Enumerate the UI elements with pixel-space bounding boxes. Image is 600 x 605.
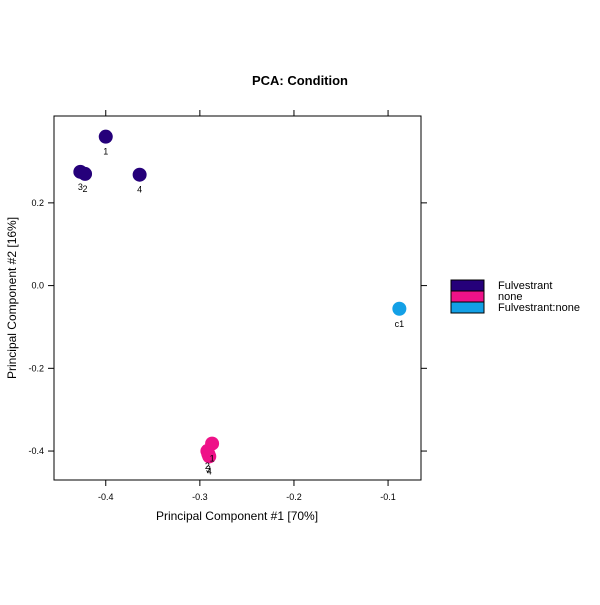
legend-label: Fulvestrant:none	[498, 302, 580, 314]
x-tick-label: -0.4	[98, 492, 114, 502]
data-point	[132, 167, 147, 182]
legend-label: Fulvestrant	[498, 280, 552, 292]
point-label: 4	[137, 185, 142, 195]
point-label: 4	[207, 466, 212, 476]
x-axis: -0.4 -0.3 -0.2 -0.1	[98, 110, 396, 502]
x-tick-label: -0.3	[192, 492, 208, 502]
legend-swatch	[450, 279, 485, 292]
x-tick-label: -0.1	[380, 492, 396, 502]
legend-swatch	[450, 290, 485, 303]
point-label: c1	[395, 319, 405, 329]
point-label: 2	[83, 184, 88, 194]
points-layer	[73, 129, 407, 464]
x-axis-label: Principal Component #1 [70%]	[156, 509, 318, 523]
y-axis-label: Principal Component #2 [16%]	[5, 217, 19, 379]
y-tick-label: -0.4	[28, 446, 44, 456]
point-label: 1	[103, 147, 108, 157]
y-tick-label: -0.2	[28, 363, 44, 373]
legend-label: none	[498, 291, 522, 303]
point-label: 3	[206, 464, 211, 474]
y-tick-label: 0.2	[31, 198, 44, 208]
plot-frame	[53, 115, 422, 481]
data-point	[202, 449, 217, 464]
point-label: 3	[78, 182, 83, 192]
point-label: 2	[205, 461, 210, 471]
y-tick-label: 0.0	[31, 281, 44, 291]
data-point	[98, 129, 113, 144]
y-axis: -0.4 -0.2 0.0 0.2	[28, 198, 427, 456]
point-label: 1	[210, 454, 215, 464]
legend-swatch	[450, 301, 485, 314]
data-point	[78, 166, 93, 181]
x-tick-label: -0.2	[286, 492, 302, 502]
data-point	[392, 301, 407, 316]
chart-title: PCA: Condition	[252, 73, 348, 88]
